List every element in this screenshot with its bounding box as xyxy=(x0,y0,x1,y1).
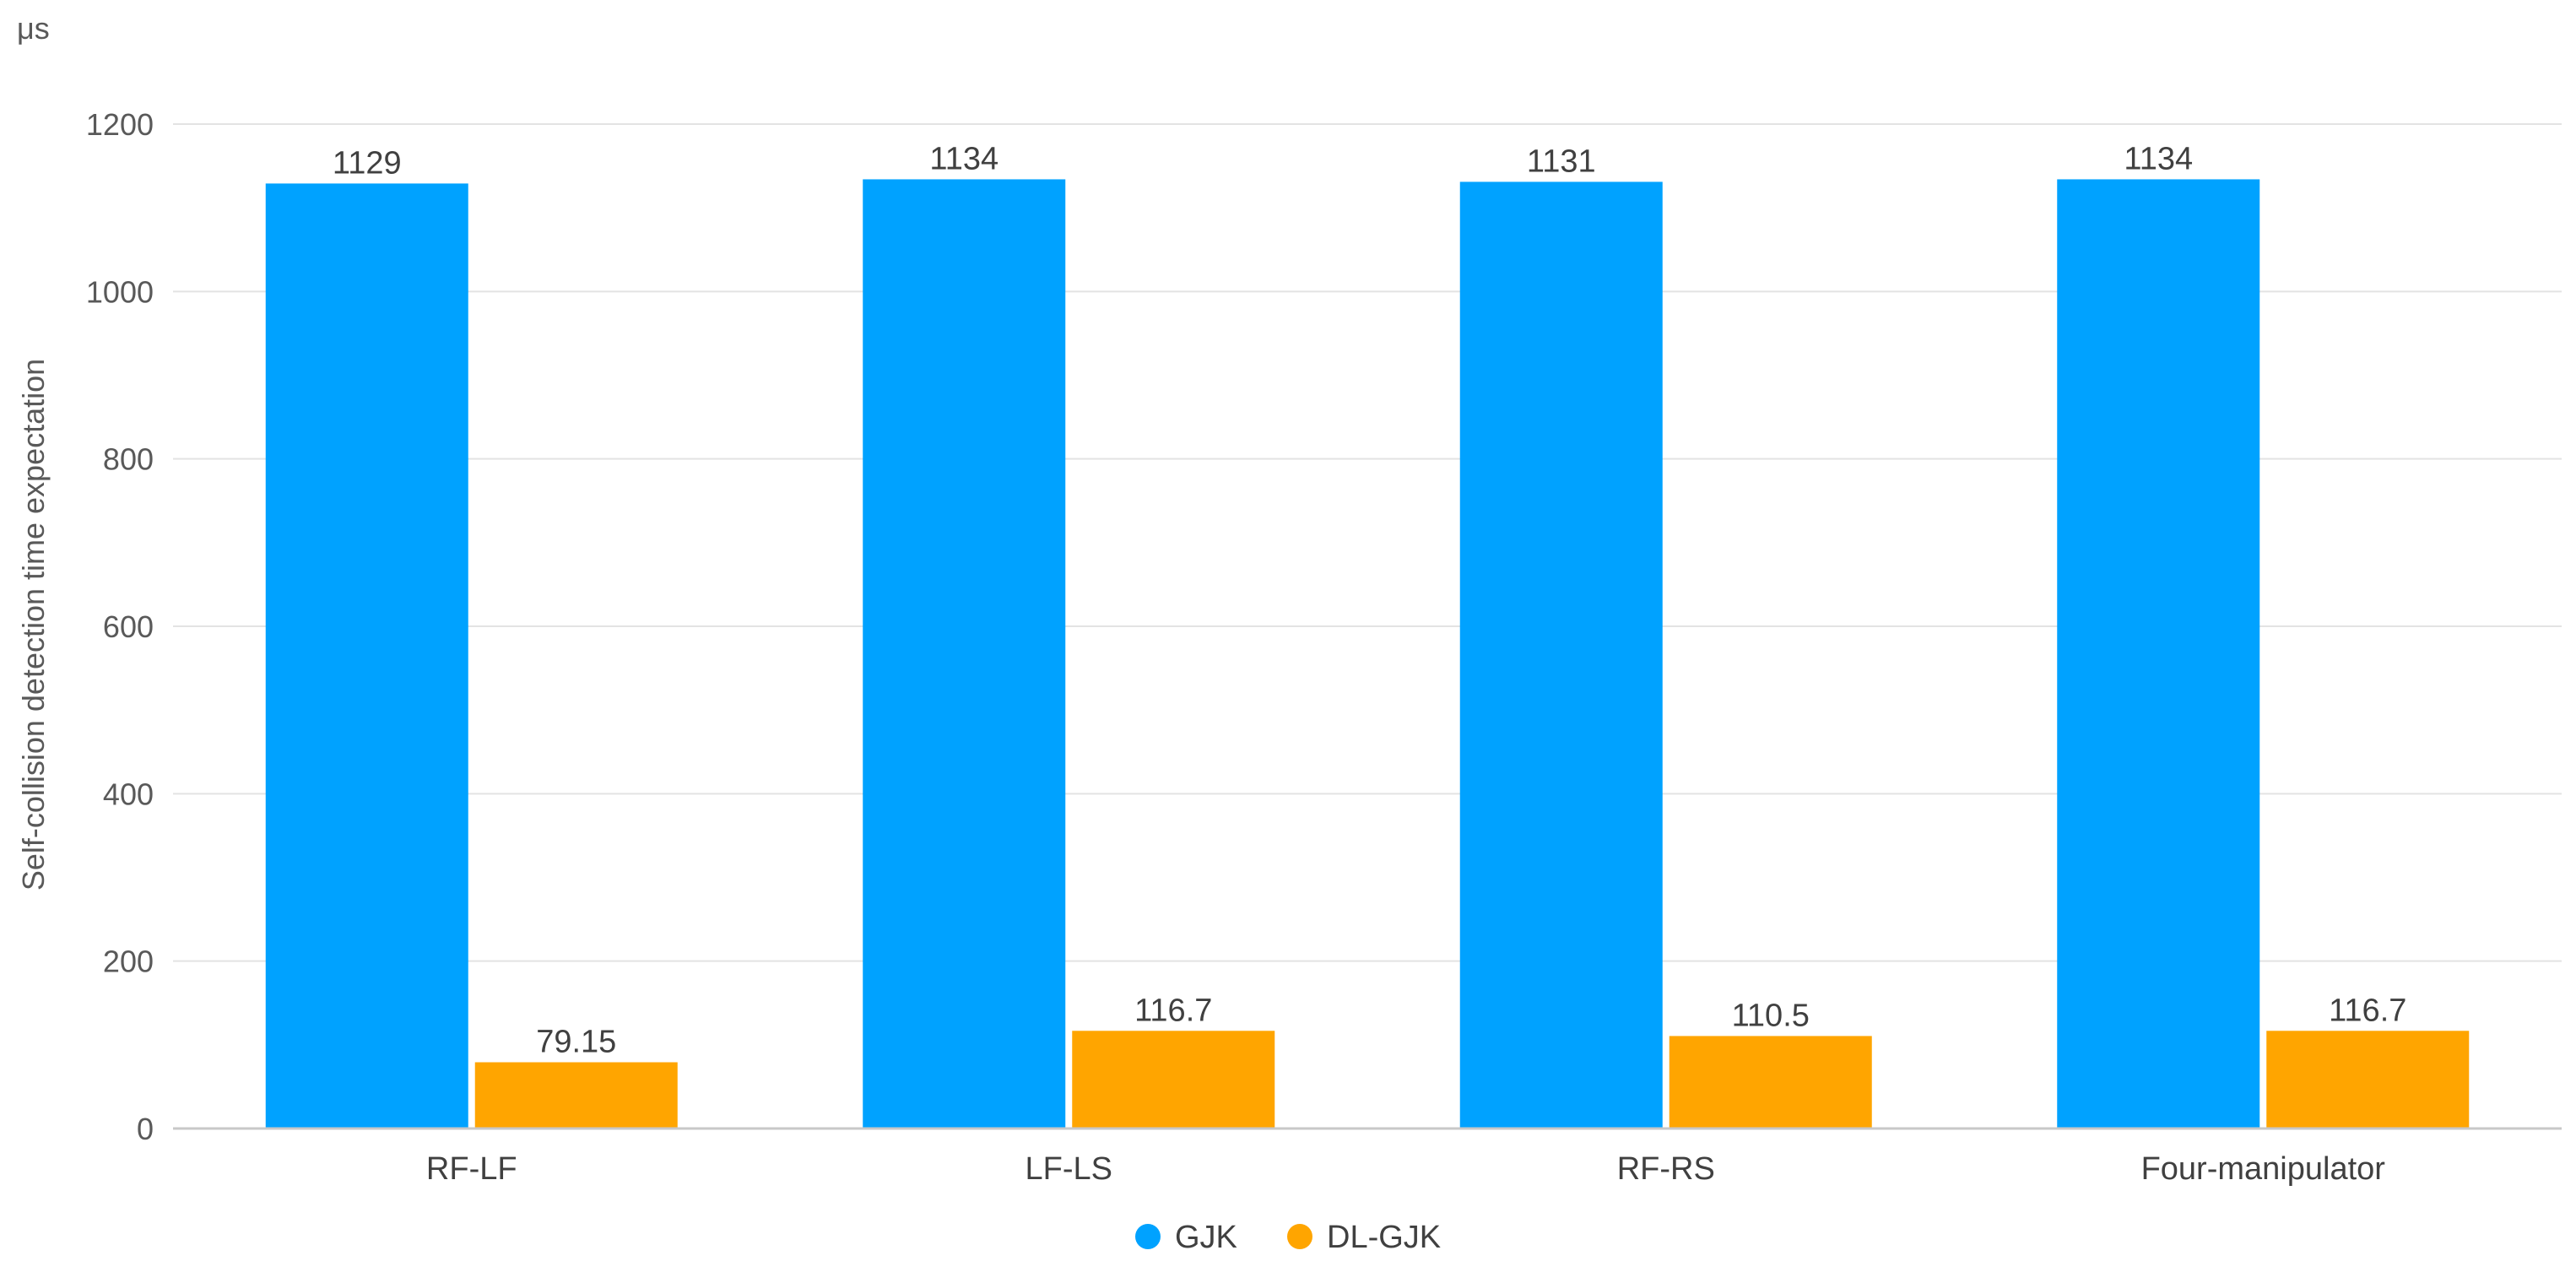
data-label-dl-gjk-four-manipulator: 116.7 xyxy=(2329,993,2406,1028)
bar-dl-gjk-rf-lf[interactable] xyxy=(474,1062,678,1129)
legend-item-dl-gjk[interactable]: DL-GJK xyxy=(1287,1220,1441,1255)
bar-dl-gjk-rf-rs[interactable] xyxy=(1669,1036,1872,1129)
y-axis-title: Self-collision detection time expectatio… xyxy=(16,359,51,890)
y-tick-label: 1000 xyxy=(86,274,154,309)
data-label-gjk-four-manipulator: 1134 xyxy=(2124,141,2193,176)
y-tick-label: 800 xyxy=(103,442,154,477)
bar-dl-gjk-four-manipulator[interactable] xyxy=(2266,1031,2470,1129)
bar-dl-gjk-lf-ls[interactable] xyxy=(1072,1031,1275,1129)
bar-gjk-lf-ls[interactable] xyxy=(863,179,1066,1129)
data-label-gjk-rf-lf: 1129 xyxy=(333,145,402,181)
y-tick-labels: 0 200 400 600 800 1000 1200 xyxy=(86,107,154,1146)
x-category-label: Four-manipulator xyxy=(2141,1151,2386,1187)
data-labels: 1129 79.15 1134 116.7 1131 110.5 1134 116.7 xyxy=(333,141,2407,1059)
data-label-gjk-lf-ls: 1134 xyxy=(929,141,998,176)
data-label-dl-gjk-rf-lf: 79.15 xyxy=(536,1025,616,1060)
legend-marker-dl-gjk xyxy=(1287,1224,1312,1249)
y-tick-label: 400 xyxy=(103,777,154,811)
data-label-gjk-rf-rs: 1131 xyxy=(1527,143,1596,179)
x-category-label: RF-RS xyxy=(1617,1151,1715,1187)
x-category-label: RF-LF xyxy=(426,1151,517,1187)
bars xyxy=(265,179,2470,1129)
bar-gjk-rf-lf[interactable] xyxy=(265,183,468,1129)
y-tick-label: 1200 xyxy=(86,107,154,142)
x-category-label: LF-LS xyxy=(1026,1151,1112,1187)
y-unit-label: μs xyxy=(17,11,50,46)
data-label-dl-gjk-lf-ls: 116.7 xyxy=(1134,993,1212,1028)
legend-label-dl-gjk: DL-GJK xyxy=(1327,1220,1441,1255)
legend-marker-gjk xyxy=(1135,1224,1161,1249)
legend-label-gjk: GJK xyxy=(1175,1220,1237,1255)
bar-gjk-rf-rs[interactable] xyxy=(1459,181,1663,1129)
y-tick-label: 0 xyxy=(137,1112,154,1146)
legend-item-gjk[interactable]: GJK xyxy=(1135,1220,1237,1255)
data-label-dl-gjk-rf-rs: 110.5 xyxy=(1732,998,1810,1033)
x-category-labels: RF-LF LF-LS RF-RS Four-manipulator xyxy=(426,1151,2385,1187)
bar-gjk-four-manipulator[interactable] xyxy=(2057,179,2260,1129)
legend: GJK DL-GJK xyxy=(1135,1220,1441,1255)
y-tick-label: 200 xyxy=(103,945,154,979)
y-tick-label: 600 xyxy=(103,609,154,644)
